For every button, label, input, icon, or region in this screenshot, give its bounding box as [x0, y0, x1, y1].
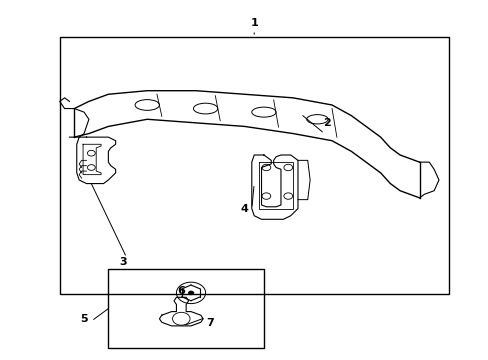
- Text: 6: 6: [177, 286, 185, 296]
- Text: 5: 5: [80, 314, 88, 324]
- Circle shape: [188, 291, 193, 295]
- Bar: [60, 37, 448, 294]
- Text: 1: 1: [250, 18, 258, 28]
- Text: 3: 3: [119, 257, 126, 267]
- Text: 7: 7: [206, 318, 214, 328]
- Text: 4: 4: [240, 203, 248, 213]
- Text: 2: 2: [323, 118, 330, 128]
- Bar: [108, 269, 264, 348]
